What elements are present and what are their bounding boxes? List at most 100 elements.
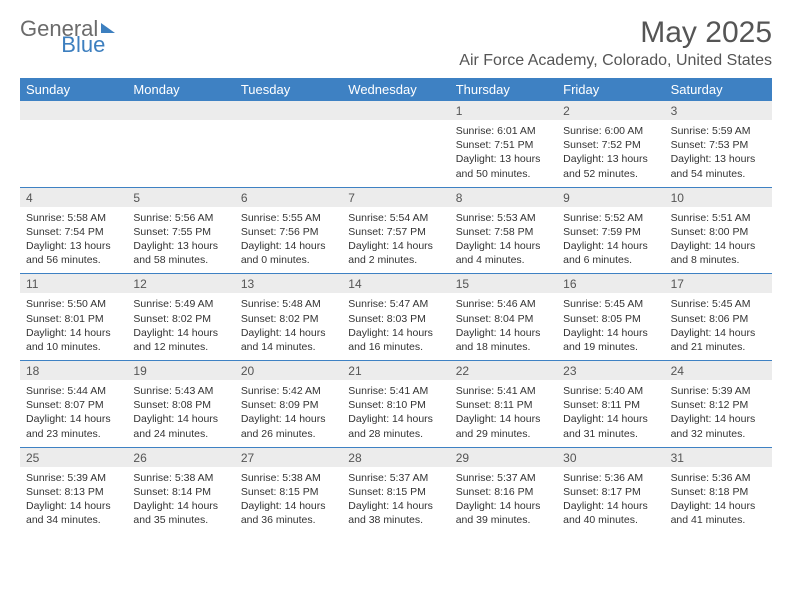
day-line-d1: Daylight: 14 hours [26, 412, 121, 426]
day-cell: Sunrise: 5:56 AMSunset: 7:55 PMDaylight:… [127, 207, 234, 274]
day-line-d2: and 39 minutes. [456, 513, 551, 527]
day-cell: Sunrise: 5:49 AMSunset: 8:02 PMDaylight:… [127, 293, 234, 360]
day-number-row: 123 [20, 101, 772, 120]
day-number: 14 [342, 274, 449, 293]
day-cell: Sunrise: 5:38 AMSunset: 8:15 PMDaylight:… [235, 467, 342, 534]
day-cell: Sunrise: 5:36 AMSunset: 8:17 PMDaylight:… [557, 467, 664, 534]
day-line-sr: Sunrise: 6:00 AM [563, 124, 658, 138]
day-line-ss: Sunset: 8:10 PM [348, 398, 443, 412]
day-number: 27 [235, 448, 342, 467]
day-line-sr: Sunrise: 5:48 AM [241, 297, 336, 311]
day-line-sr: Sunrise: 5:53 AM [456, 211, 551, 225]
day-header-mon: Monday [127, 78, 234, 101]
day-line-d2: and 31 minutes. [563, 427, 658, 441]
day-line-sr: Sunrise: 5:54 AM [348, 211, 443, 225]
day-line-d1: Daylight: 14 hours [456, 412, 551, 426]
day-line-ss: Sunset: 7:54 PM [26, 225, 121, 239]
day-line-sr: Sunrise: 5:42 AM [241, 384, 336, 398]
day-line-d1: Daylight: 14 hours [26, 326, 121, 340]
day-line-d2: and 16 minutes. [348, 340, 443, 354]
day-line-ss: Sunset: 8:12 PM [671, 398, 766, 412]
day-number [235, 101, 342, 120]
day-line-ss: Sunset: 8:05 PM [563, 312, 658, 326]
day-line-d2: and 2 minutes. [348, 253, 443, 267]
day-header-sat: Saturday [665, 78, 772, 101]
day-number-row: 18192021222324 [20, 360, 772, 380]
day-cell [342, 120, 449, 187]
day-line-sr: Sunrise: 5:36 AM [563, 471, 658, 485]
day-number: 4 [20, 188, 127, 207]
day-line-ss: Sunset: 8:01 PM [26, 312, 121, 326]
day-number: 11 [20, 274, 127, 293]
day-line-sr: Sunrise: 5:40 AM [563, 384, 658, 398]
day-line-sr: Sunrise: 5:55 AM [241, 211, 336, 225]
day-number: 6 [235, 188, 342, 207]
day-line-d1: Daylight: 14 hours [671, 239, 766, 253]
day-line-sr: Sunrise: 5:41 AM [456, 384, 551, 398]
day-line-d2: and 50 minutes. [456, 167, 551, 181]
day-header-tue: Tuesday [235, 78, 342, 101]
day-cell: Sunrise: 5:52 AMSunset: 7:59 PMDaylight:… [557, 207, 664, 274]
day-header-wed: Wednesday [342, 78, 449, 101]
day-number: 8 [450, 188, 557, 207]
day-line-d1: Daylight: 14 hours [456, 239, 551, 253]
day-cell: Sunrise: 5:37 AMSunset: 8:15 PMDaylight:… [342, 467, 449, 534]
day-line-ss: Sunset: 7:57 PM [348, 225, 443, 239]
day-line-d2: and 8 minutes. [671, 253, 766, 267]
day-cell [235, 120, 342, 187]
day-number [20, 101, 127, 120]
day-line-ss: Sunset: 8:18 PM [671, 485, 766, 499]
day-line-d1: Daylight: 14 hours [563, 239, 658, 253]
day-cell: Sunrise: 5:41 AMSunset: 8:10 PMDaylight:… [342, 380, 449, 447]
day-line-ss: Sunset: 7:59 PM [563, 225, 658, 239]
day-line-sr: Sunrise: 5:52 AM [563, 211, 658, 225]
day-line-d1: Daylight: 14 hours [348, 239, 443, 253]
day-line-ss: Sunset: 7:53 PM [671, 138, 766, 152]
day-line-sr: Sunrise: 5:47 AM [348, 297, 443, 311]
day-line-d1: Daylight: 14 hours [671, 412, 766, 426]
day-number: 19 [127, 361, 234, 380]
day-line-ss: Sunset: 7:52 PM [563, 138, 658, 152]
calendar-page: General Blue May 2025 Air Force Academy,… [0, 0, 792, 549]
day-line-d2: and 32 minutes. [671, 427, 766, 441]
day-line-d2: and 12 minutes. [133, 340, 228, 354]
day-cell: Sunrise: 6:01 AMSunset: 7:51 PMDaylight:… [450, 120, 557, 187]
page-subtitle: Air Force Academy, Colorado, United Stat… [459, 52, 772, 70]
day-cell: Sunrise: 6:00 AMSunset: 7:52 PMDaylight:… [557, 120, 664, 187]
day-number: 9 [557, 188, 664, 207]
day-cell: Sunrise: 5:42 AMSunset: 8:09 PMDaylight:… [235, 380, 342, 447]
day-line-d2: and 21 minutes. [671, 340, 766, 354]
day-line-d1: Daylight: 14 hours [456, 326, 551, 340]
day-line-d1: Daylight: 14 hours [563, 499, 658, 513]
day-line-sr: Sunrise: 5:49 AM [133, 297, 228, 311]
day-number-row: 11121314151617 [20, 273, 772, 293]
day-line-d2: and 35 minutes. [133, 513, 228, 527]
day-number: 16 [557, 274, 664, 293]
day-line-d1: Daylight: 14 hours [241, 326, 336, 340]
day-number-row: 45678910 [20, 187, 772, 207]
day-cell: Sunrise: 5:59 AMSunset: 7:53 PMDaylight:… [665, 120, 772, 187]
day-line-ss: Sunset: 8:15 PM [348, 485, 443, 499]
day-line-d1: Daylight: 14 hours [241, 499, 336, 513]
day-number: 22 [450, 361, 557, 380]
day-cell: Sunrise: 5:53 AMSunset: 7:58 PMDaylight:… [450, 207, 557, 274]
day-number: 28 [342, 448, 449, 467]
day-line-d1: Daylight: 14 hours [563, 412, 658, 426]
day-line-d2: and 34 minutes. [26, 513, 121, 527]
day-cell: Sunrise: 5:46 AMSunset: 8:04 PMDaylight:… [450, 293, 557, 360]
day-cell: Sunrise: 5:55 AMSunset: 7:56 PMDaylight:… [235, 207, 342, 274]
day-cell: Sunrise: 5:48 AMSunset: 8:02 PMDaylight:… [235, 293, 342, 360]
day-line-d1: Daylight: 14 hours [133, 412, 228, 426]
day-header-row: Sunday Monday Tuesday Wednesday Thursday… [20, 78, 772, 101]
day-cell: Sunrise: 5:51 AMSunset: 8:00 PMDaylight:… [665, 207, 772, 274]
day-line-d2: and 41 minutes. [671, 513, 766, 527]
day-number: 31 [665, 448, 772, 467]
day-line-d1: Daylight: 13 hours [26, 239, 121, 253]
day-line-d1: Daylight: 14 hours [26, 499, 121, 513]
day-line-sr: Sunrise: 5:50 AM [26, 297, 121, 311]
day-line-sr: Sunrise: 5:59 AM [671, 124, 766, 138]
day-number: 7 [342, 188, 449, 207]
day-line-sr: Sunrise: 5:44 AM [26, 384, 121, 398]
day-line-d2: and 58 minutes. [133, 253, 228, 267]
day-line-d1: Daylight: 14 hours [348, 326, 443, 340]
